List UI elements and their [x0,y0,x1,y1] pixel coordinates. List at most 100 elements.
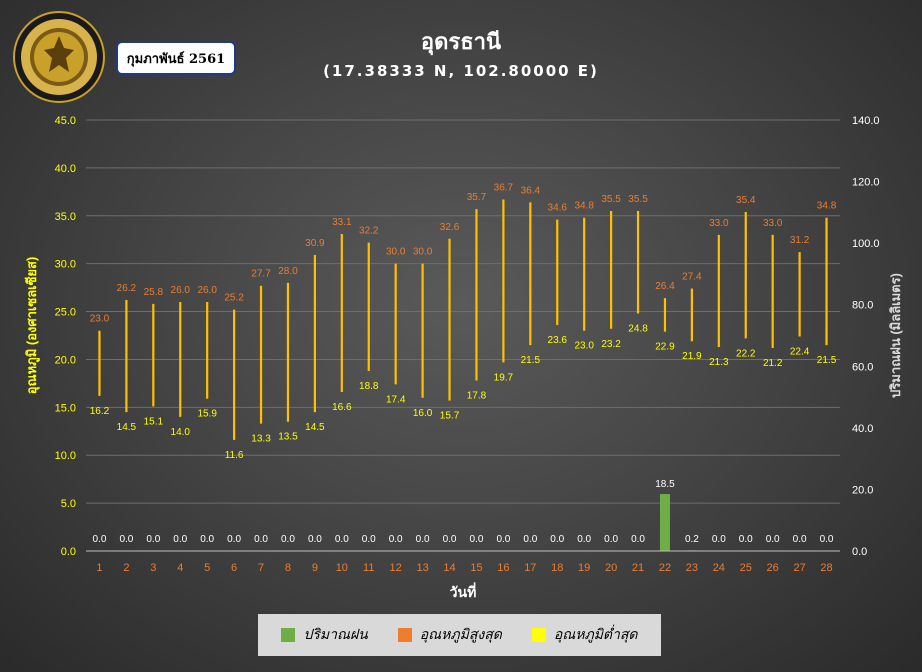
x-tick-12: 12 [390,562,402,574]
legend-label-max-temp: อุณหภูมิสูงสุด [419,627,502,643]
left-axis-tick-6: 30.0 [55,259,76,271]
left-axis-tick-7: 35.0 [55,211,76,223]
rain-label-8: 0.0 [281,534,295,545]
x-tick-25: 25 [740,562,752,574]
min-temp-label-22: 22.9 [655,342,675,353]
right-axis-tick-6: 120.0 [852,177,880,189]
rain-bar-22 [659,494,670,551]
rain-label-14: 0.0 [443,534,457,545]
min-temp-label-13: 16.0 [413,408,433,419]
max-temp-label-18: 34.6 [548,203,568,214]
max-temp-label-23: 27.4 [682,272,702,283]
min-temp-label-21: 24.8 [628,323,648,334]
max-temp-label-17: 36.4 [521,185,541,196]
max-temp-label-16: 36.7 [494,182,514,193]
x-tick-15: 15 [470,562,482,574]
chart-subtitle: (17.38333 N, 102.80000 E) [323,62,599,80]
rain-label-26: 0.0 [766,534,780,545]
rain-label-10: 0.0 [335,534,349,545]
max-temp-label-14: 32.6 [440,222,460,233]
x-tick-1: 1 [96,562,102,574]
rain-label-27: 0.0 [793,534,807,545]
max-temp-label-13: 30.0 [413,247,433,258]
left-axis-tick-1: 5.0 [61,498,76,510]
meteorological-department-logo [13,11,105,103]
x-tick-19: 19 [578,562,590,574]
x-tick-8: 8 [285,562,291,574]
max-temp-label-10: 33.1 [332,217,352,228]
x-tick-28: 28 [820,562,832,574]
rain-label-23: 0.2 [685,534,699,545]
x-tick-3: 3 [150,562,156,574]
rain-label-1: 0.0 [93,534,107,545]
max-temp-label-5: 26.0 [197,285,217,296]
legend-label-rain: ปริมาณฝน [303,627,368,643]
left-axis-tick-2: 10.0 [55,450,76,462]
legend-label-min-temp: อุณหภูมิต่ำสุด [553,627,638,643]
rain-label-7: 0.0 [254,534,268,545]
x-tick-23: 23 [686,562,698,574]
right-axis-title: ปริมาณฝน (มิลลิเมตร) [888,273,903,398]
temperature-range-lines [98,199,828,440]
min-temp-label-19: 23.0 [574,341,594,352]
min-temp-label-3: 15.1 [144,416,164,427]
max-temp-label-26: 33.0 [763,218,783,229]
x-tick-22: 22 [659,562,671,574]
legend-swatch-min-temp [531,628,546,642]
x-tick-9: 9 [312,562,318,574]
max-temp-label-11: 32.2 [359,226,379,237]
right-axis-tick-3: 60.0 [852,361,873,373]
min-temp-label-9: 14.5 [305,422,325,433]
right-axis-tick-5: 100.0 [852,238,880,250]
legend-item-min-temp: อุณหภูมิต่ำสุด [531,624,638,646]
left-axis-tick-8: 40.0 [55,163,76,175]
x-tick-16: 16 [497,562,509,574]
max-temp-label-20: 35.5 [601,194,621,205]
gridlines [86,119,840,552]
x-tick-20: 20 [605,562,617,574]
min-temp-label-5: 15.9 [197,409,217,420]
min-temp-label-2: 14.5 [117,422,137,433]
x-axis-title: วันที่ [450,582,477,600]
left-axis-tick-9: 45.0 [55,115,76,127]
max-temp-label-22: 26.4 [655,281,675,292]
rain-label-19: 0.0 [577,534,591,545]
left-axis-title: อุณหภูมิ (องศาเซลเซียส) [24,257,40,395]
max-temp-label-12: 30.0 [386,247,406,258]
x-tick-24: 24 [713,562,725,574]
left-axis-tick-4: 20.0 [55,354,76,366]
min-temp-label-28: 21.5 [817,355,837,366]
rain-label-3: 0.0 [146,534,160,545]
right-axis-tick-1: 20.0 [852,484,873,496]
min-temp-label-25: 22.2 [736,348,756,359]
min-temp-label-7: 13.3 [251,434,271,445]
max-temp-label-6: 25.2 [224,293,244,304]
min-temp-label-14: 15.7 [440,411,460,422]
right-axis-tick-4: 80.0 [852,300,873,312]
right-axis-tick-2: 40.0 [852,423,873,435]
x-tick-2: 2 [123,562,129,574]
left-axis-tick-3: 15.0 [55,402,76,414]
x-tick-10: 10 [336,562,348,574]
rain-label-28: 0.0 [820,534,834,545]
rain-label-21: 0.0 [631,534,645,545]
rain-label-5: 0.0 [200,534,214,545]
min-temp-label-18: 23.6 [548,335,568,346]
min-temp-label-16: 19.7 [494,372,514,383]
min-temp-label-4: 14.0 [171,427,191,438]
min-temp-label-15: 17.8 [467,391,487,402]
rain-label-2: 0.0 [119,534,133,545]
rain-label-18: 0.0 [550,534,564,545]
min-temp-label-8: 13.5 [278,432,298,443]
x-tick-6: 6 [231,562,237,574]
rain-label-15: 0.0 [470,534,484,545]
x-tick-27: 27 [793,562,805,574]
rain-label-4: 0.0 [173,534,187,545]
min-temp-label-24: 21.3 [709,357,729,368]
max-temp-label-27: 31.2 [790,235,810,246]
rain-label-12: 0.0 [389,534,403,545]
max-temp-label-15: 35.7 [467,192,487,203]
max-temp-label-24: 33.0 [709,218,729,229]
rain-label-16: 0.0 [496,534,510,545]
